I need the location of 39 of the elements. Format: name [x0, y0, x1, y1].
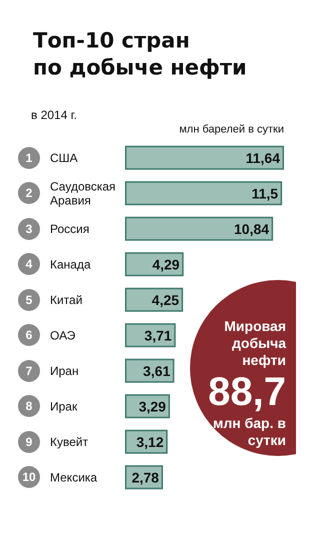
y-tick-label: Канада	[50, 257, 91, 272]
data-label: 11,64	[246, 150, 280, 166]
data-label: 10,84	[234, 220, 270, 237]
bar	[125, 216, 274, 241]
y-tick-label: Мексика	[50, 470, 98, 484]
data-label: 3,61	[143, 362, 171, 379]
y-tick-label: Ирак	[50, 399, 78, 414]
rank-badge: 3	[18, 218, 40, 240]
x-axis-title: млн барелей в сутки	[179, 124, 284, 136]
y-tick-label: ОАЭ	[50, 328, 76, 342]
bar	[125, 181, 282, 206]
rank-badge: 2	[18, 182, 40, 204]
annotation: 88,7	[207, 369, 286, 415]
rank-badge: 5	[18, 288, 40, 311]
data-label: 3,12	[136, 434, 164, 450]
chart-subtitle: в 2014 г.	[31, 108, 77, 122]
chart-title: Топ-10 стран по добыче нефти	[33, 28, 247, 80]
rank-badge: 4	[18, 253, 40, 276]
rank-badge: 7	[18, 360, 40, 382]
y-tick-label: Саудовская Аравия	[50, 179, 116, 208]
annotation: млн бар. в сутки	[212, 415, 286, 449]
annotation: Мировая добыча нефти	[223, 318, 286, 369]
rank-badge: 10	[18, 466, 40, 488]
data-label: 11,5	[252, 185, 278, 202]
rank-badge: 6	[18, 324, 40, 346]
y-tick-label: США	[50, 150, 78, 165]
rank-badge: 1	[18, 146, 40, 169]
bar	[125, 146, 284, 170]
data-label: 4,25	[152, 292, 180, 308]
rank-badge: 9	[18, 430, 40, 453]
data-label: 3,29	[138, 398, 166, 414]
data-label: 3,71	[144, 327, 172, 344]
y-tick-label: Китай	[50, 292, 82, 307]
rank-badge: 8	[18, 395, 40, 418]
data-label: 4,29	[152, 256, 180, 272]
y-tick-label: Кувейт	[50, 434, 89, 449]
data-label: 2,78	[132, 469, 160, 486]
y-tick-label: Россия	[50, 222, 90, 236]
y-tick-label: Иран	[50, 364, 79, 378]
